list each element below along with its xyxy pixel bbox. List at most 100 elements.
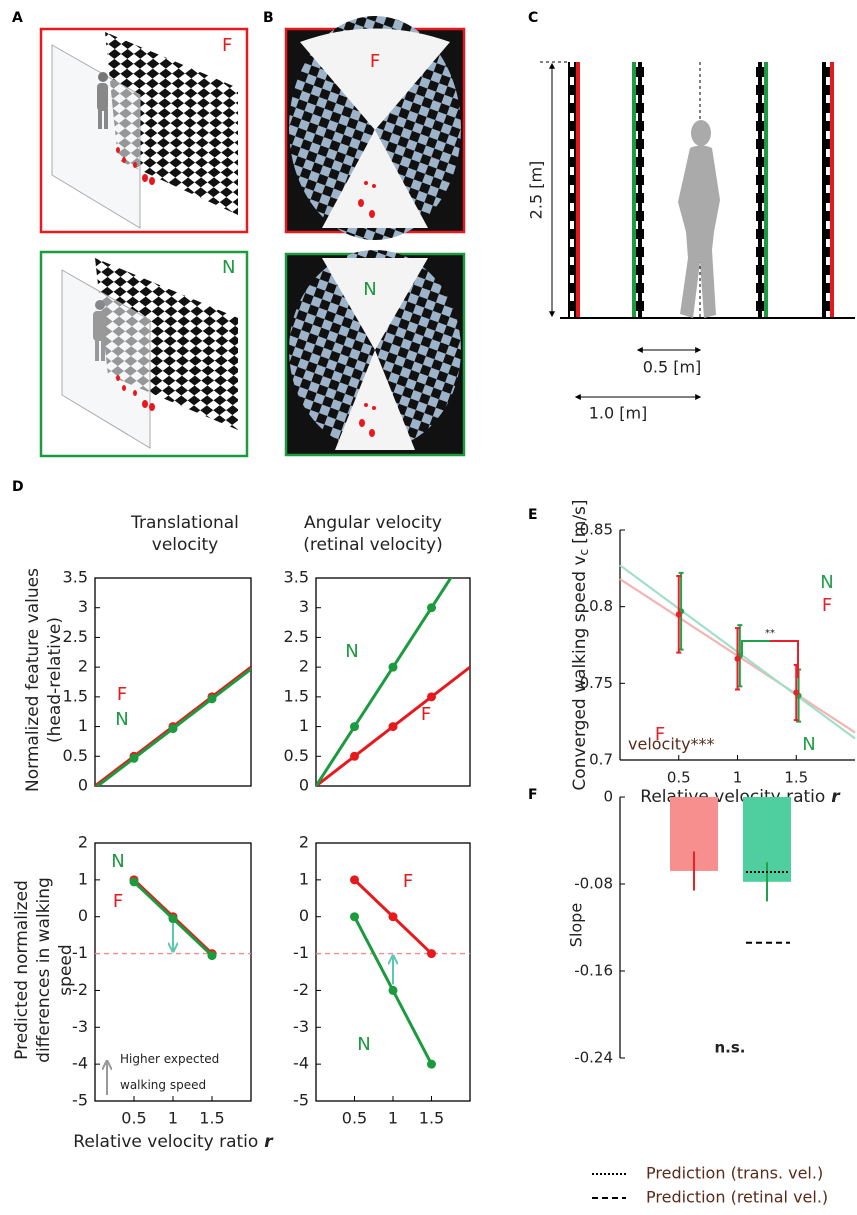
- y-tick-label: 0: [603, 788, 613, 806]
- panel-label: D: [12, 479, 24, 495]
- x-tick-label: 1: [168, 1109, 178, 1128]
- point: [734, 655, 741, 662]
- x-axis-label-text: Relative velocity ratio: [73, 1132, 258, 1152]
- line-extension: [95, 665, 251, 786]
- y-tick-label: 1: [78, 869, 88, 888]
- column-title: Translational velocity: [131, 513, 239, 555]
- y-tick-label: 0.85: [580, 521, 613, 539]
- y-tick-label: 0.8: [589, 597, 613, 615]
- y-tick-label: 2.5: [284, 627, 309, 646]
- y-tick-label: 0: [78, 906, 88, 925]
- y-tick-label: 0: [299, 776, 309, 795]
- y-tick-label: -1: [72, 943, 88, 962]
- significance-bracket: [741, 640, 770, 655]
- series-label: N: [111, 851, 124, 872]
- series-label: F: [403, 871, 413, 892]
- series-label: F: [421, 704, 431, 725]
- x-tick-label: 1: [733, 769, 743, 787]
- panel-label: A: [12, 10, 23, 26]
- point: [350, 912, 359, 922]
- line-extension: [316, 665, 470, 786]
- y-tick-label: 2: [78, 657, 88, 676]
- dimension-label: 0.5 [m]: [643, 358, 702, 377]
- condition-label: N: [363, 279, 376, 300]
- charts: 00.511.522.533.5FN00.511.522.533.5FN-5-4…: [63, 499, 856, 1207]
- x-tick-label: 1: [388, 1109, 398, 1128]
- dimension-label: 2.5 [m]: [527, 161, 546, 220]
- y-tick-label: 0.5: [63, 746, 88, 765]
- y-tick-label: 1: [78, 716, 88, 735]
- point: [793, 689, 800, 696]
- point: [388, 722, 398, 732]
- point: [350, 875, 359, 885]
- y-tick-label: -0.24: [574, 1049, 613, 1067]
- point: [388, 662, 398, 672]
- x-tick-label: 1.5: [784, 769, 808, 787]
- dimension-label: 1.0 [m]: [589, 404, 648, 423]
- y-tick-label: -2: [72, 980, 88, 999]
- line-extension: [316, 578, 453, 786]
- y-tick-label: 3: [299, 597, 309, 616]
- y-tick-label: -0.08: [574, 875, 613, 893]
- illustration-a-bottom: N: [39, 250, 249, 458]
- point: [350, 722, 359, 732]
- x-tick-label: 0.5: [667, 769, 691, 787]
- x-tick-label: 0.5: [342, 1109, 367, 1128]
- y-tick-label: -3: [72, 1017, 88, 1036]
- illustration-c: 2.5 [m] 0.5 [m] 1.0 [m]: [527, 61, 855, 423]
- panel-label: E: [528, 507, 538, 523]
- category-label: N: [802, 734, 815, 755]
- x-axis-label-var: r: [264, 1132, 274, 1152]
- y-tick-label: 2: [78, 833, 88, 852]
- y-tick-label: 2.5: [63, 627, 88, 646]
- y-tick-label: -0.16: [574, 962, 613, 980]
- y-tick-label: 3.5: [284, 568, 309, 587]
- line-extension: [95, 667, 251, 786]
- y-axis-label: Slope: [567, 903, 586, 947]
- y-tick-label: -4: [293, 1054, 309, 1073]
- point: [168, 724, 178, 734]
- point: [388, 985, 398, 995]
- y-tick-label: 2: [299, 657, 309, 676]
- panel-label: F: [528, 787, 538, 803]
- series-label: N: [115, 709, 128, 730]
- y-tick-label: 1: [299, 869, 309, 888]
- x-axis-label: Relative velocity ratio r: [73, 1132, 274, 1152]
- panel-label: B: [263, 10, 274, 26]
- panel-label: C: [528, 10, 538, 26]
- significance-label: **: [765, 628, 775, 639]
- y-axis-label: Converged walking speed vc [m/s]: [570, 499, 591, 790]
- annotation: Higher expected walking speed: [120, 1052, 220, 1092]
- y-tick-label: 2: [299, 833, 309, 852]
- y-tick-label: -3: [293, 1017, 309, 1036]
- y-axis-label: Predicted normalized differences in walk…: [12, 877, 76, 1063]
- y-tick-label: -2: [293, 980, 309, 999]
- y-tick-label: 1: [299, 716, 309, 735]
- point: [427, 1059, 436, 1069]
- y-axis-label-sub: c: [577, 549, 591, 556]
- y-axis-label-text: Converged walking speed v: [570, 555, 590, 790]
- plot-frame: [94, 577, 252, 787]
- significance-bracket: [770, 640, 799, 678]
- point: [168, 914, 178, 924]
- illustration-b-top: F: [284, 16, 466, 240]
- legend-label: N: [820, 572, 833, 593]
- point: [675, 611, 682, 618]
- legend-label: Prediction (trans. vel.): [646, 1164, 823, 1183]
- y-tick-label: -1: [293, 943, 309, 962]
- y-axis-label-unit: [m/s]: [570, 499, 590, 543]
- series-label: N: [345, 641, 358, 662]
- x-axis-label-text: Relative velocity ratio: [640, 787, 825, 807]
- condition-label: F: [370, 51, 380, 72]
- y-tick-label: 3: [78, 597, 88, 616]
- illustration-b-bottom: N: [284, 250, 466, 457]
- point: [129, 753, 139, 763]
- plot-frame: [315, 577, 471, 787]
- category-label: F: [655, 724, 665, 745]
- series-label: F: [113, 891, 123, 912]
- x-tick-label: 1.5: [199, 1109, 224, 1128]
- y-tick-label: 0.7: [589, 751, 613, 769]
- x-tick-label: 0.5: [121, 1109, 146, 1128]
- series-label: N: [357, 1034, 370, 1055]
